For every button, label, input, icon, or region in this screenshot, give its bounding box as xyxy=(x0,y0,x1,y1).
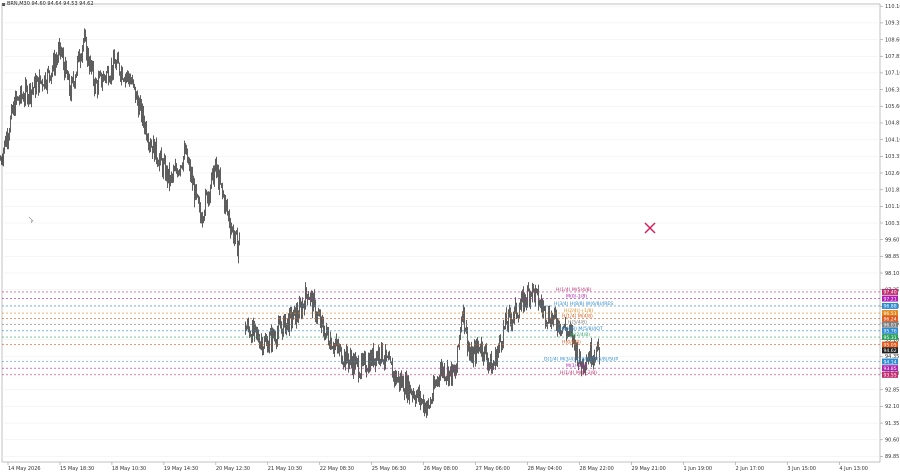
plot-frame xyxy=(1,3,881,463)
price-tag-label: 94.14 xyxy=(884,359,897,365)
level-label: H(5/4/8) xyxy=(568,320,587,326)
price-tick-label: 110.10 xyxy=(885,4,900,10)
price-tag xyxy=(882,347,898,354)
price-tag xyxy=(882,302,898,309)
price-tag xyxy=(882,334,898,341)
time-tick-label: 4 Jun 13:00 xyxy=(839,466,868,472)
price-tag xyxy=(882,310,898,317)
level-label: M(0/-1/8) xyxy=(566,294,587,300)
time-tick-label: 20 May 12:30 xyxy=(216,466,250,472)
price-tick-label: 98.85 xyxy=(885,254,899,260)
level-label: W(2/4/8) xyxy=(570,332,590,338)
price-tag-label: 95.76 xyxy=(884,329,897,335)
time-tick-label: 25 May 06:30 xyxy=(372,466,406,472)
price-tag-label: 96.24 xyxy=(884,316,897,322)
time-tick-label: 21 May 10:30 xyxy=(268,466,302,472)
price-tag xyxy=(882,371,898,378)
time-tick-label: 18 May 10:30 xyxy=(112,466,146,472)
price-tick-label: 90.60 xyxy=(885,438,899,444)
level-label: D(1/4) M(3/4) D(8/8)/IT(5/8)/SUP xyxy=(544,357,618,363)
close-marker-icon xyxy=(644,222,656,234)
price-tag xyxy=(882,327,898,334)
time-tick-label: 3 Jun 15:00 xyxy=(787,466,816,472)
price-tick-label: 98.10 xyxy=(885,271,899,277)
cursor-icon xyxy=(28,216,34,224)
price-tick-label: 91.35 xyxy=(885,421,899,427)
time-tick-label: 29 May 21:00 xyxy=(632,466,666,472)
price-tick-label: 105.60 xyxy=(885,104,900,110)
price-tick-label: 99.60 xyxy=(885,237,899,243)
level-label: H(2/4)(+1/8) xyxy=(564,308,593,314)
price-tag xyxy=(882,288,898,295)
price-tag-label: 95.05 xyxy=(884,342,897,348)
price-tick-label: 100.35 xyxy=(885,221,900,227)
price-tick-label: 92.85 xyxy=(885,388,899,394)
price-tag xyxy=(882,365,898,372)
time-tick-label: 26 May 08:00 xyxy=(424,466,458,472)
level-label: H(0/4/8) xyxy=(562,340,581,346)
price-tick-label: 94.35 xyxy=(885,354,899,360)
price-tag xyxy=(882,315,898,322)
time-tick-label: 28 May 04:00 xyxy=(528,466,562,472)
price-tick-label: 101.85 xyxy=(885,187,900,193)
price-tag xyxy=(882,358,898,365)
price-tick-label: 102.60 xyxy=(885,171,900,177)
level-label: H(1/4) M(0/-2/8) xyxy=(560,370,597,376)
level-label: H(1/4) M(4/8) xyxy=(562,314,593,320)
time-tick-label: 19 May 14:30 xyxy=(164,466,198,472)
price-tick-label: 104.10 xyxy=(885,137,900,143)
price-tick-label: 95.10 xyxy=(885,338,899,344)
price-tick-label: 101.10 xyxy=(885,204,900,210)
price-tag xyxy=(882,321,898,328)
time-tick-label: 14 May 2026 xyxy=(8,466,41,472)
price-tick-label: 92.10 xyxy=(885,404,899,410)
price-tag-label: 94.62 xyxy=(884,348,897,354)
time-tick-label: 15 May 18:30 xyxy=(60,466,94,472)
price-tag-label: 96.51 xyxy=(884,311,897,317)
price-tick-label: 108.60 xyxy=(885,37,900,43)
time-tick-label: 1 Jun 19:00 xyxy=(683,466,712,472)
price-tick-label: 107.10 xyxy=(885,71,900,77)
time-tick-label: 28 May 22:00 xyxy=(580,466,614,472)
price-tick-label: 104.85 xyxy=(885,121,900,127)
price-tag xyxy=(882,341,898,348)
price-tag-label: 93.55 xyxy=(884,373,897,379)
price-tag-label: 96.88 xyxy=(884,304,897,310)
level-label: M(1/-1/8) xyxy=(566,363,587,369)
level-label: H(1/4) M(5/4/8) xyxy=(556,287,592,293)
price-tick-label: 106.35 xyxy=(885,87,900,93)
price-tick-label: 109.35 xyxy=(885,21,900,27)
time-tick-label: 22 May 08:30 xyxy=(320,466,354,472)
price-tag-label: 97.40 xyxy=(884,290,897,296)
price-tag xyxy=(882,295,898,302)
price-tag-label: 95.31 xyxy=(884,335,897,341)
price-tag-label: 96.01 xyxy=(884,322,897,328)
time-tick-label: 2 Jun 17:00 xyxy=(735,466,764,472)
price-tick-label: 107.85 xyxy=(885,54,900,60)
level-label: H(3/4) H(8/8) W(6/8)/IRES xyxy=(554,301,613,307)
level-label: H(6/4/8) M(5/8)/IOT xyxy=(558,326,603,332)
time-tick-label: 27 May 06:00 xyxy=(476,466,510,472)
price-tag-label: 97.21 xyxy=(884,296,897,302)
price-tick-label: 89.85 xyxy=(885,454,899,460)
price-tag-label: 93.85 xyxy=(884,366,897,372)
price-tick-label: 103.35 xyxy=(885,154,900,160)
